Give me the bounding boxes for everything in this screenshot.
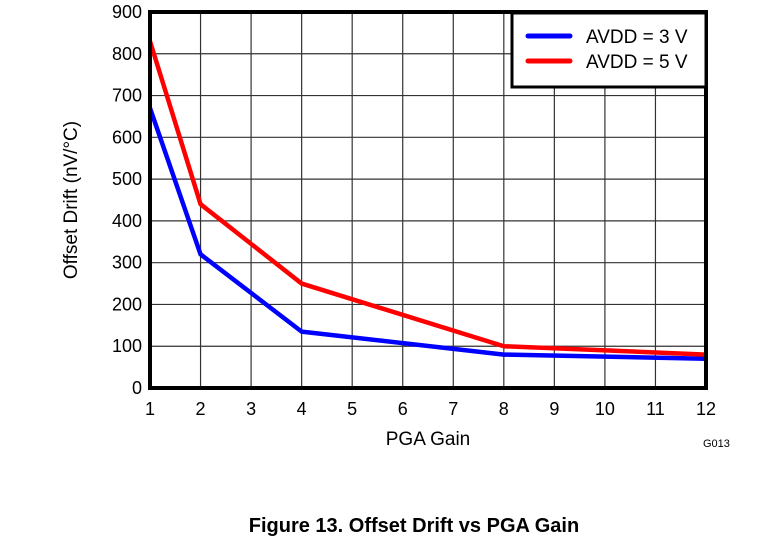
y-tick-label: 300 — [112, 253, 142, 273]
figure-caption: Figure 13. Offset Drift vs PGA Gain — [249, 515, 579, 537]
x-tick-label: 4 — [297, 399, 307, 419]
y-tick-label: 200 — [112, 294, 142, 314]
y-tick-label: 900 — [112, 2, 142, 22]
x-tick-label: 10 — [595, 399, 615, 419]
series-lines — [147, 40, 707, 362]
x-tick-label: 1 — [145, 399, 155, 419]
y-tick-label: 800 — [112, 44, 142, 64]
x-tick-label: 12 — [696, 399, 716, 419]
y-tick-label: 0 — [132, 378, 142, 398]
legend: AVDD = 3 V AVDD = 5 V — [510, 11, 708, 89]
legend-box — [510, 11, 708, 89]
y-tick-labels: 0 100 200 300 400 500 600 700 800 900 — [112, 2, 142, 398]
x-tick-label: 3 — [246, 399, 256, 419]
x-tick-label: 7 — [448, 399, 458, 419]
figure-code: G013 — [703, 438, 730, 450]
y-axis-label: Offset Drift (nV/°C) — [61, 121, 82, 279]
series-line-avdd-3v — [147, 107, 707, 362]
x-tick-label: 8 — [499, 399, 509, 419]
y-tick-label: 600 — [112, 127, 142, 147]
x-tick-label: 5 — [347, 399, 357, 419]
plot-frame — [148, 10, 708, 390]
x-axis-label: PGA Gain — [386, 429, 471, 450]
legend-label: AVDD = 3 V — [586, 27, 688, 48]
x-tick-label: 6 — [398, 399, 408, 419]
legend-label: AVDD = 5 V — [586, 52, 688, 73]
x-tick-labels: 1 2 3 4 5 6 7 8 9 10 11 12 — [145, 399, 716, 419]
y-tick-label: 100 — [112, 336, 142, 356]
series-line-avdd-5v — [147, 40, 707, 357]
y-tick-label: 700 — [112, 86, 142, 106]
x-tick-label: 11 — [646, 399, 665, 419]
x-tick-label: 9 — [549, 399, 559, 419]
x-tick-label: 2 — [196, 399, 206, 419]
y-tick-label: 400 — [112, 211, 142, 231]
y-tick-label: 500 — [112, 169, 142, 189]
